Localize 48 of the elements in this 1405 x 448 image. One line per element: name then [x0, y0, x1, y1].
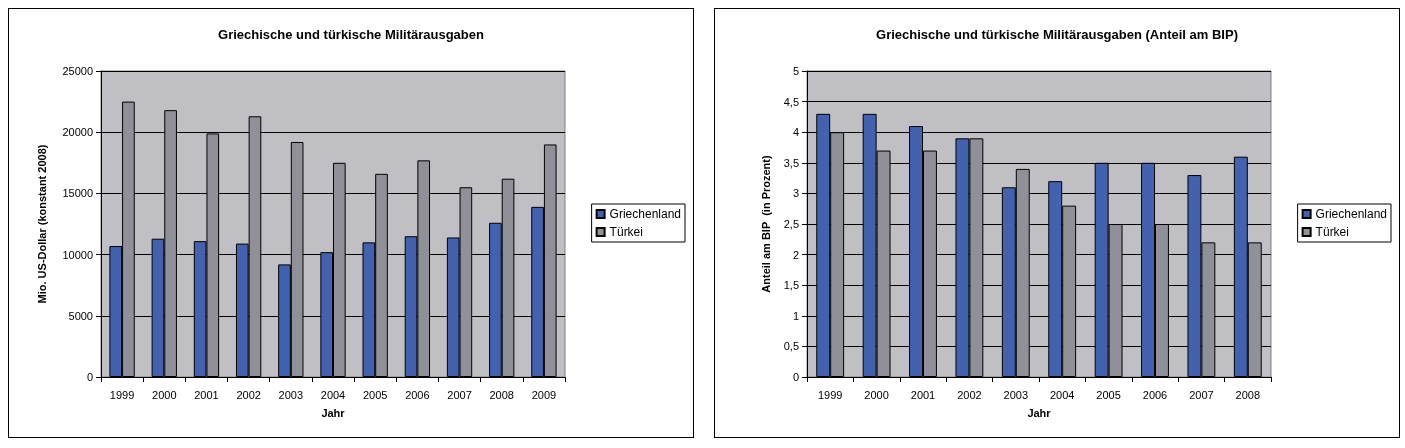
legend-label: Türkei — [1315, 225, 1349, 239]
y-tick-label: 0 — [86, 371, 93, 383]
y-tick-label: 2,5 — [783, 218, 799, 230]
legend-label: Türkei — [609, 225, 643, 239]
y-axis-title: Mio. US-Dollar (konstant 2008) — [35, 144, 48, 304]
y-tick-label: 1 — [792, 309, 799, 322]
y-tick-label: 4,5 — [783, 95, 799, 108]
x-tick-label: 2005 — [1096, 388, 1121, 401]
x-tick-label: 2006 — [1142, 388, 1168, 401]
y-tick-label: 0,5 — [783, 340, 799, 353]
y-tick-label: 4 — [792, 126, 799, 139]
x-axis-title: Jahr — [1027, 406, 1052, 419]
x-tick-label: 2006 — [405, 388, 430, 401]
y-tick-label: 5000 — [68, 309, 93, 322]
x-tick-label: 2005 — [362, 388, 388, 401]
x-tick-label: 2000 — [864, 388, 889, 401]
y-tick-label: 20000 — [62, 126, 93, 139]
y-tick-label: 2 — [792, 248, 799, 261]
x-tick-label: 2007 — [1189, 388, 1214, 401]
x-tick-label: 1999 — [817, 388, 843, 401]
y-tick-label: 3,5 — [783, 156, 799, 169]
y-axis-title: Anteil am BIP (in Prozent) — [759, 155, 772, 293]
x-tick-label: 2001 — [194, 388, 219, 401]
y-tick-label: 25000 — [62, 65, 93, 77]
x-tick-label: 2002 — [957, 388, 982, 401]
y-tick-label: 10000 — [62, 248, 93, 261]
chart-title: Griechische und türkische Militärausgaben (Anteil am BIP) — [876, 27, 1238, 42]
y-tick-label: 1,5 — [783, 279, 799, 292]
x-tick-label: 2009 — [531, 388, 557, 401]
y-tick-label: 15000 — [62, 187, 93, 200]
x-tick-label: 2007 — [447, 388, 472, 401]
x-tick-label: 2000 — [152, 388, 177, 401]
legend-label: Griechenland — [609, 207, 682, 221]
x-tick-label: 2004 — [1049, 388, 1075, 401]
x-axis-title: Jahr — [321, 406, 346, 419]
x-tick-label: 2008 — [1235, 388, 1261, 401]
x-tick-label: 2008 — [489, 388, 514, 401]
chart-title: Griechische und türkische Militärausgaben — [218, 27, 484, 42]
x-tick-label: 2002 — [236, 388, 261, 401]
legend-label: Griechenland — [1315, 207, 1388, 221]
x-tick-label: 2003 — [1003, 388, 1029, 401]
x-tick-label: 2003 — [278, 388, 304, 401]
x-tick-label: 1999 — [109, 388, 135, 401]
y-tick-label: 3 — [792, 187, 799, 200]
y-tick-label: 0 — [792, 371, 799, 383]
y-tick-label: 5 — [792, 65, 799, 77]
x-tick-label: 2001 — [910, 388, 936, 401]
x-tick-label: 2004 — [320, 388, 346, 401]
